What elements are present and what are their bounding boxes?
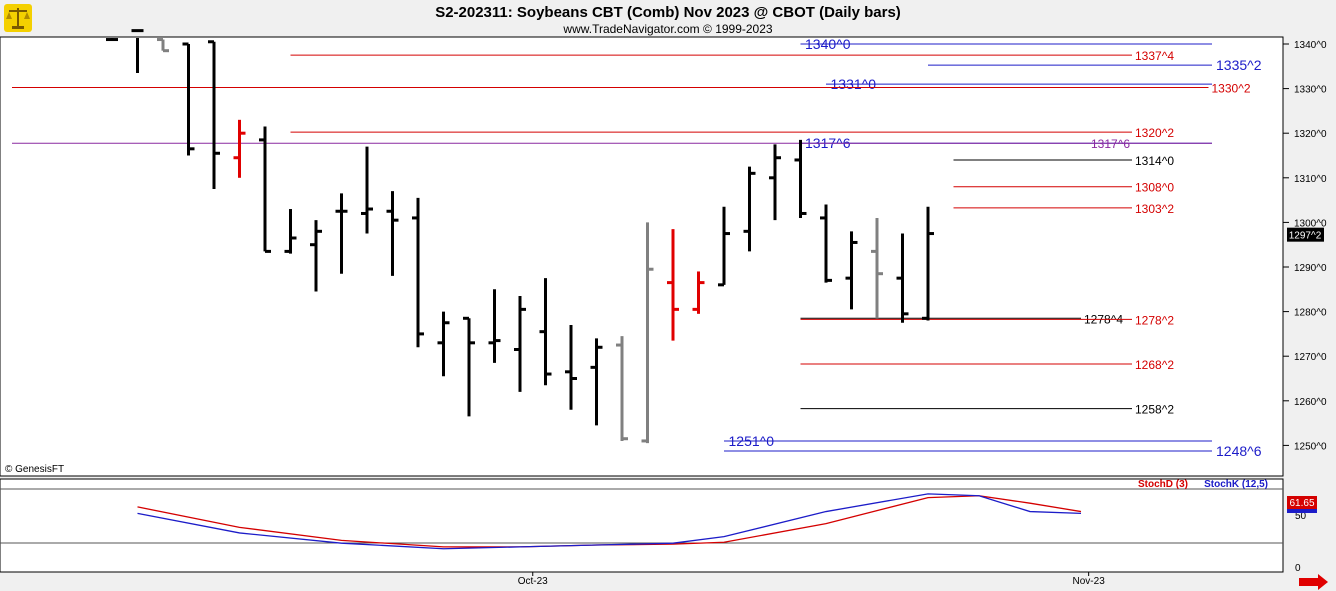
price-bar [641,222,654,444]
price-bar [616,336,628,441]
price-tick-label: 1270^0 [1294,352,1327,363]
price-bar [871,217,883,319]
stoch-line [137,493,1082,550]
price-bar [412,197,424,348]
level-label: 1335^2 [1216,57,1262,73]
price-bar [845,231,858,310]
level-label: 1251^0 [729,433,775,449]
price-bar [182,42,195,156]
price-bar [794,139,807,218]
last-price-box [1287,227,1324,242]
price-bar [131,29,144,73]
price-tick-label: 1280^0 [1294,308,1327,319]
price-bar [692,271,705,314]
time-tick-label: Nov-23 [1073,576,1106,587]
level-label: 1278^2 [1135,313,1174,327]
price-bar [514,295,526,392]
price-tick-label: 1340^0 [1294,40,1327,51]
price-bar [922,206,934,321]
price-tick-label: 1250^0 [1294,441,1327,452]
price-bar [718,206,730,287]
price-tick-label: 1320^0 [1294,129,1327,140]
price-bar [590,338,603,426]
chart-subtitle: www.TradeNavigator.com © 1999-2023 [562,22,772,36]
level-label: 1331^0 [831,76,877,92]
price-tick-label: 1290^0 [1294,263,1327,274]
time-tick-label: Oct-23 [518,576,548,587]
price-bar [335,193,348,274]
price-bar [769,144,781,221]
price-bar [896,233,909,323]
price-bar [259,126,271,253]
price-bar [233,119,246,178]
level-label: 1303^2 [1135,202,1174,216]
level-label: 1314^0 [1135,154,1174,168]
price-tick-label: 1310^0 [1294,174,1327,185]
price-bar [463,316,475,417]
price-tick-label: 1300^0 [1294,218,1327,229]
scroll-right-arrow-icon[interactable] [1299,574,1328,590]
stoch-last-box-blue [1287,509,1317,513]
level-label: 1268^2 [1135,358,1174,372]
price-tick-label: 1260^0 [1294,397,1327,408]
stochastic-panel [0,478,1284,573]
price-bar [539,278,552,386]
level-label: 1248^6 [1216,443,1262,459]
price-bar [106,38,118,42]
level-label: 1337^4 [1135,49,1174,63]
level-label: 1308^0 [1135,181,1174,195]
price-bar [208,40,220,189]
price-panel [0,36,1284,477]
price-bar [488,289,501,363]
price-bar [565,324,577,410]
price-bar [667,229,679,341]
level-label: 1340^0 [805,36,851,52]
stoch-last-box [1287,496,1317,509]
price-bar [310,220,322,292]
legend-stochd: StochD (3) [1138,479,1188,490]
level-label: 1330^2 [1212,81,1251,95]
price-bar [743,166,756,252]
stoch-tick-0: 0 [1295,563,1301,574]
price-bar [820,204,832,283]
level-label: 1320^2 [1135,126,1174,140]
price-bar [361,146,373,234]
legend-stochk: StochK (12,5) [1204,479,1268,490]
scales-logo-icon [4,4,32,32]
price-bar [437,311,450,377]
price-tick-label: 1330^0 [1294,85,1327,96]
last-price-label: 1297^2 [1289,231,1322,242]
stoch-last-label: 61.65 [1289,498,1314,509]
copyright-label: © GenesisFT [5,464,64,475]
price-bar [157,38,169,53]
price-bar [386,191,399,276]
chart-title: S2-202311: Soybeans CBT (Comb) Nov 2023 … [435,4,901,21]
level-label: 1317^6 [1091,137,1130,151]
level-label: 1258^2 [1135,403,1174,417]
price-bar [284,209,297,254]
stoch-tick-50: 50 [1295,511,1307,522]
